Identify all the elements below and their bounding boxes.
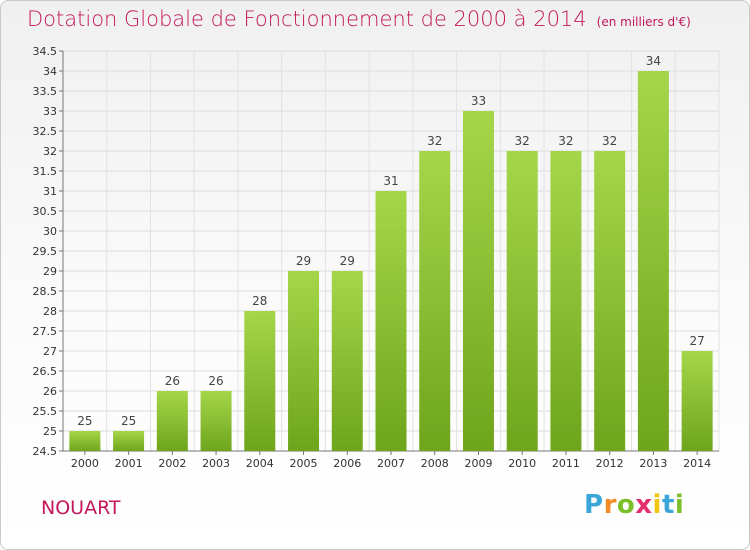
y-tick-label: 30 bbox=[43, 225, 57, 238]
y-tick-label: 27 bbox=[43, 345, 57, 358]
bar-value-label: 32 bbox=[515, 134, 530, 148]
bar-value-label: 29 bbox=[340, 254, 355, 268]
x-tick-label: 2005 bbox=[290, 457, 318, 470]
x-tick-label: 2000 bbox=[71, 457, 99, 470]
y-tick-label: 34.5 bbox=[33, 45, 58, 58]
bar bbox=[288, 271, 320, 451]
x-tick-label: 2001 bbox=[115, 457, 143, 470]
bar-value-label: 29 bbox=[296, 254, 311, 268]
y-tick-label: 33.5 bbox=[33, 85, 58, 98]
x-tick-label: 2011 bbox=[552, 457, 580, 470]
chart-title-text: Dotation Globale de Fonctionnement de 20… bbox=[27, 7, 587, 31]
bar bbox=[113, 431, 145, 451]
y-tick-label: 28 bbox=[43, 305, 57, 318]
chart-title: Dotation Globale de Fonctionnement de 20… bbox=[27, 7, 691, 31]
y-tick-label: 31.5 bbox=[33, 165, 58, 178]
y-tick-label: 24.5 bbox=[33, 445, 58, 458]
bar-value-label: 28 bbox=[252, 294, 267, 308]
y-tick-label: 25 bbox=[43, 425, 57, 438]
bar-value-label: 32 bbox=[602, 134, 617, 148]
bar bbox=[419, 151, 451, 451]
logo-letter: r bbox=[603, 490, 617, 520]
proxiti-logo: Proxiti bbox=[584, 490, 684, 520]
bar-value-label: 27 bbox=[689, 334, 704, 348]
bar bbox=[244, 311, 276, 451]
commune-name: NOUART bbox=[41, 497, 121, 519]
bar-value-label: 25 bbox=[121, 414, 136, 428]
bar-value-label: 34 bbox=[646, 54, 661, 68]
logo-letter: t bbox=[661, 490, 675, 520]
bar bbox=[681, 351, 713, 451]
bar bbox=[637, 71, 669, 451]
bar-value-label: 32 bbox=[427, 134, 442, 148]
x-tick-label: 2012 bbox=[596, 457, 624, 470]
y-tick-label: 28.5 bbox=[33, 285, 58, 298]
logo-letter: o bbox=[616, 490, 636, 520]
x-tick-label: 2007 bbox=[377, 457, 405, 470]
logo-letter: P bbox=[584, 490, 604, 520]
y-tick-label: 34 bbox=[43, 65, 57, 78]
y-tick-label: 31 bbox=[43, 185, 57, 198]
bar bbox=[506, 151, 538, 451]
x-tick-label: 2003 bbox=[202, 457, 230, 470]
x-tick-label: 2008 bbox=[421, 457, 449, 470]
bar bbox=[69, 431, 101, 451]
y-tick-label: 25.5 bbox=[33, 405, 58, 418]
y-tick-label: 33 bbox=[43, 105, 57, 118]
bar bbox=[200, 391, 232, 451]
y-tick-label: 32 bbox=[43, 145, 57, 158]
y-tick-label: 26.5 bbox=[33, 365, 58, 378]
bar bbox=[156, 391, 188, 451]
bar-value-label: 33 bbox=[471, 94, 486, 108]
bars bbox=[69, 71, 713, 451]
bar bbox=[331, 271, 363, 451]
y-tick-label: 26 bbox=[43, 385, 57, 398]
y-tick-label: 29 bbox=[43, 265, 57, 278]
x-tick-label: 2013 bbox=[639, 457, 667, 470]
labels: 24.5 25 25.5 26 26.5 27 27.5 28 28.5 29 29.5 30 30.5… bbox=[33, 45, 712, 470]
logo-letter: i bbox=[652, 490, 662, 520]
x-tick-label: 2010 bbox=[508, 457, 536, 470]
bar-value-label: 31 bbox=[383, 174, 398, 188]
logo-letter: x bbox=[635, 490, 653, 520]
y-tick-label: 30.5 bbox=[33, 205, 58, 218]
x-tick-label: 2006 bbox=[333, 457, 361, 470]
x-tick-label: 2004 bbox=[246, 457, 274, 470]
x-tick-label: 2002 bbox=[158, 457, 186, 470]
bar-value-label: 26 bbox=[165, 374, 180, 388]
y-tick-label: 29.5 bbox=[33, 245, 58, 258]
bar bbox=[462, 111, 494, 451]
bar-value-label: 25 bbox=[77, 414, 92, 428]
bar bbox=[594, 151, 626, 451]
chart-unit-text: (en milliers d'€) bbox=[596, 15, 691, 29]
bar-value-label: 32 bbox=[558, 134, 573, 148]
bar bbox=[375, 191, 407, 451]
x-tick-label: 2014 bbox=[683, 457, 711, 470]
y-tick-label: 27.5 bbox=[33, 325, 58, 338]
y-tick-label: 32.5 bbox=[33, 125, 58, 138]
bar bbox=[550, 151, 582, 451]
x-tick-label: 2009 bbox=[464, 457, 492, 470]
logo-letter: i bbox=[674, 490, 685, 520]
bar-value-label: 26 bbox=[208, 374, 223, 388]
